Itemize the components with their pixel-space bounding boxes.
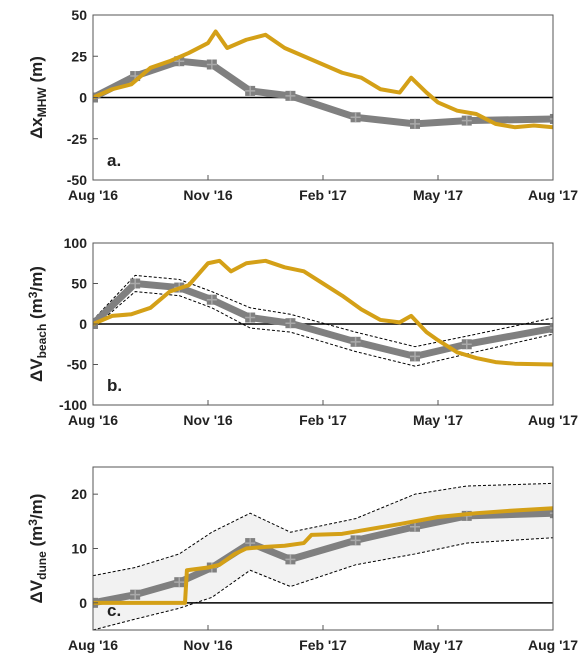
x-tick-label: May '17 — [413, 412, 463, 428]
marker-cross — [549, 118, 553, 120]
panel-label: a. — [107, 151, 121, 170]
marker-cross — [350, 112, 361, 123]
plot-area — [93, 29, 553, 130]
survey-line — [93, 280, 553, 360]
x-tick-label: Aug '16 — [68, 412, 118, 428]
series-line — [93, 258, 553, 367]
marker-cross — [549, 327, 553, 329]
marker-cross — [461, 339, 472, 350]
plot-area — [93, 258, 553, 367]
y-tick-label: -50 — [67, 172, 87, 188]
x-tick-label: May '17 — [413, 187, 463, 203]
y-tick-label: 0 — [79, 595, 87, 611]
uncertainty-band — [93, 483, 553, 630]
series-line — [93, 506, 553, 605]
y-tick-label: 50 — [71, 7, 87, 23]
y-label-part: (m — [27, 526, 46, 552]
marker-cross — [174, 577, 185, 588]
y-label-part: MHW — [35, 87, 49, 118]
x-tick-label: Aug '17 — [528, 412, 578, 428]
x-tick-label: Aug '17 — [528, 187, 578, 203]
marker-cross — [461, 115, 472, 126]
y-tick-label: 0 — [79, 316, 87, 332]
y-label-part: (m) — [27, 56, 46, 87]
y-tick-label: 0 — [79, 90, 87, 106]
x-tick-label: Aug '16 — [68, 187, 118, 203]
marker-cross — [285, 90, 296, 101]
y-tick-label: -25 — [67, 131, 87, 147]
marker-cross — [245, 312, 256, 323]
y-tick-label: -50 — [67, 357, 87, 373]
y-tick-label: 25 — [71, 48, 87, 64]
y-label-part: (m — [27, 298, 46, 324]
y-label-part: /m) — [27, 266, 46, 292]
marker-cross — [410, 521, 420, 532]
plot-area — [93, 482, 553, 630]
panel-label: c. — [107, 601, 121, 620]
series-line — [93, 29, 553, 130]
marker-cross — [285, 318, 296, 329]
bound-line — [93, 537, 553, 630]
y-label-part: 3 — [26, 519, 40, 526]
survey-line — [93, 57, 553, 128]
marker-cross — [130, 278, 141, 289]
x-tick-label: Nov '16 — [183, 187, 232, 203]
y-label-part: ΔV — [27, 358, 46, 382]
y-tick-label: 50 — [71, 276, 87, 292]
y-tick-label: 20 — [71, 486, 87, 502]
y-tick-label: -100 — [59, 397, 87, 413]
survey-line — [93, 509, 553, 607]
marker-cross — [410, 118, 420, 129]
y-axis-label: ΔVbeach (m3/m) — [26, 266, 48, 382]
x-tick-label: Nov '16 — [183, 412, 232, 428]
y-label-part: Δx — [27, 117, 46, 139]
marker-cross — [245, 85, 256, 96]
marker-cross — [206, 59, 217, 70]
marker-cross — [285, 554, 296, 565]
bound-line — [93, 291, 553, 367]
x-tick-label: May '17 — [413, 637, 463, 653]
x-tick-label: Feb '17 — [299, 412, 347, 428]
panel-label: b. — [107, 376, 122, 395]
marker-cross — [549, 512, 553, 514]
x-tick-label: Nov '16 — [183, 637, 232, 653]
y-axis-label: ΔxMHW (m) — [27, 56, 49, 139]
y-label-part: /m) — [27, 494, 46, 520]
x-tick-label: Feb '17 — [299, 187, 347, 203]
marker-cross — [206, 294, 217, 305]
marker-cross — [350, 336, 361, 347]
marker-cross — [130, 589, 141, 600]
y-tick-label: 100 — [64, 235, 88, 251]
x-tick-label: Aug '16 — [68, 637, 118, 653]
bound-line — [93, 482, 553, 577]
y-label-part: beach — [35, 324, 49, 359]
y-label-part: 3 — [26, 291, 40, 298]
marker-cross — [410, 351, 420, 362]
y-axis-label: ΔVdune (m3/m) — [26, 494, 48, 604]
y-tick-label: 10 — [71, 541, 87, 557]
y-label-part: dune — [35, 551, 49, 580]
x-tick-label: Aug '17 — [528, 637, 578, 653]
x-tick-label: Feb '17 — [299, 637, 347, 653]
y-label-part: ΔV — [27, 579, 46, 603]
marker-cross — [350, 535, 361, 546]
